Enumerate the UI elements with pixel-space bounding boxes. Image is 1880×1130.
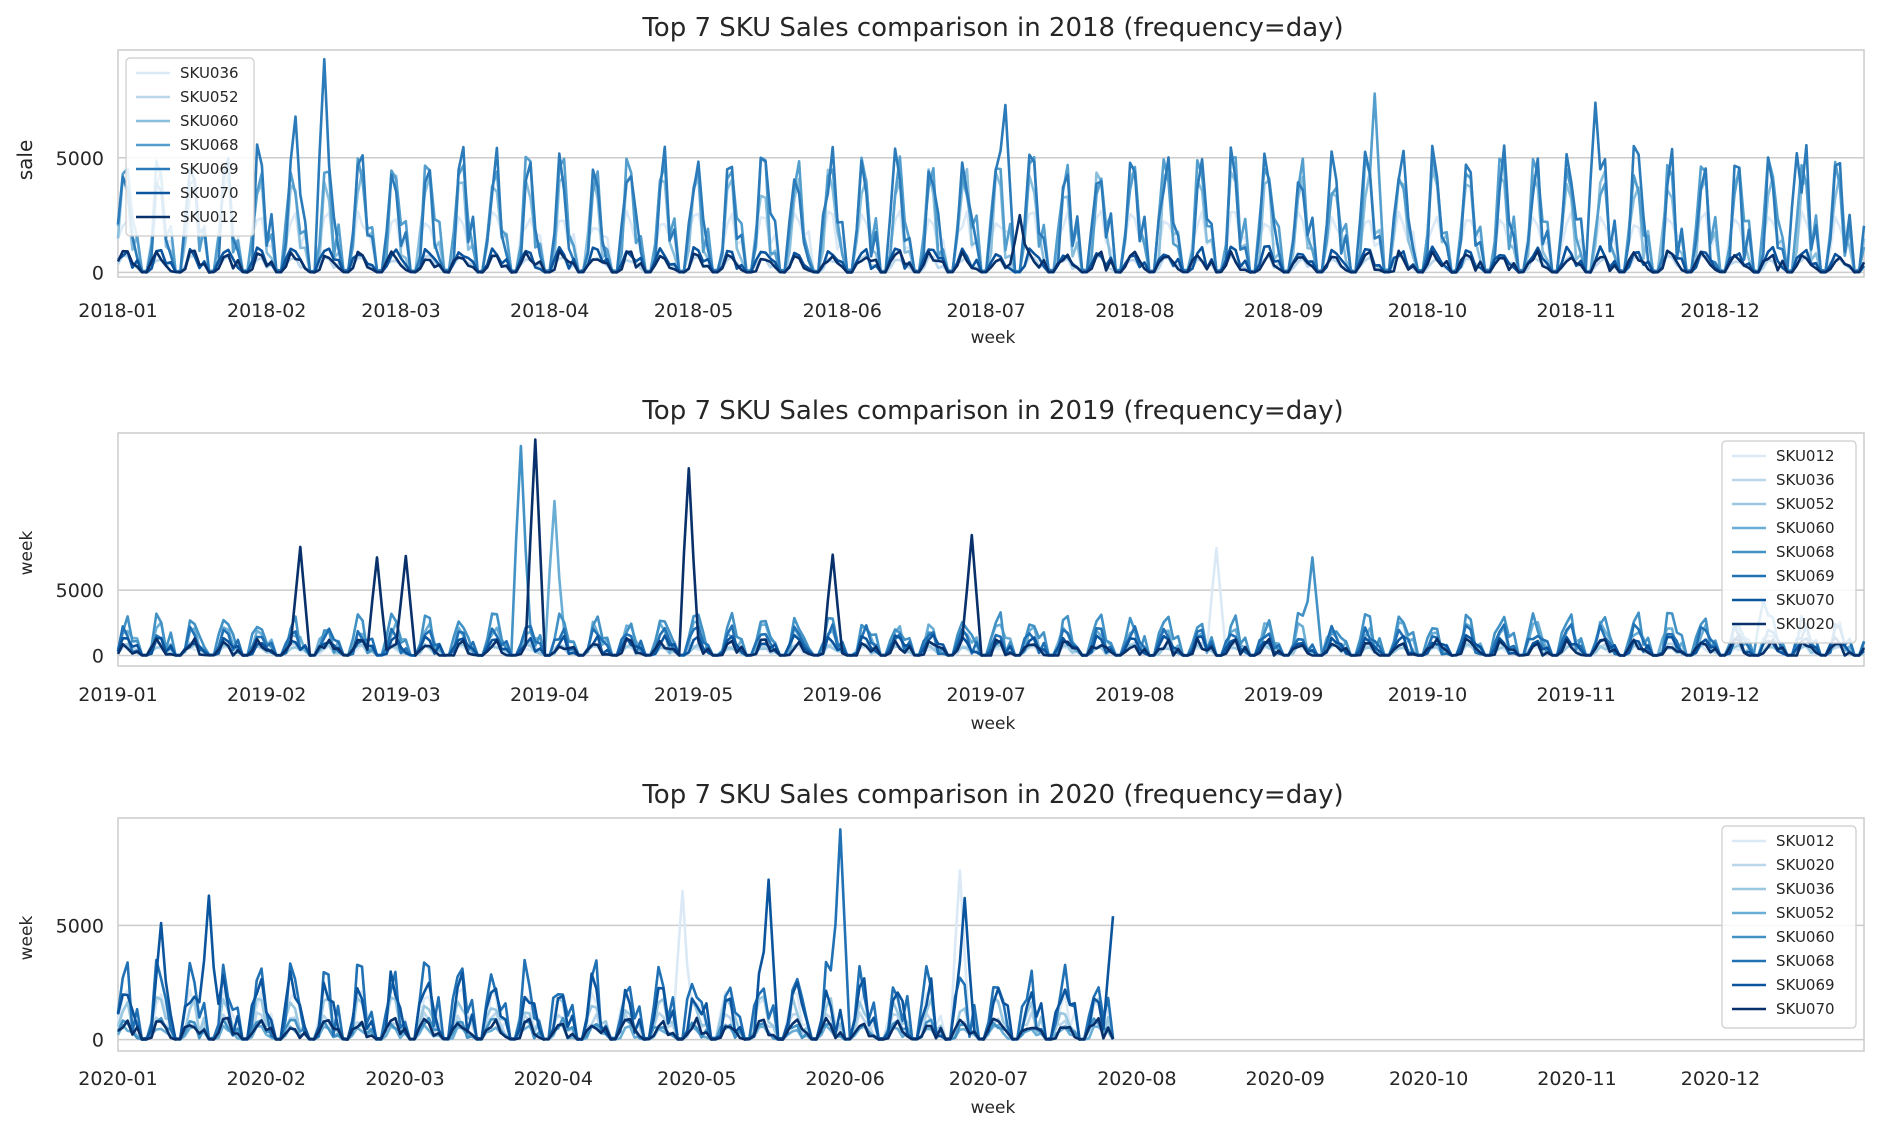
legend-entry: SKU020 xyxy=(1776,615,1835,633)
x-tick-label: 2019-11 xyxy=(1537,684,1616,706)
legend-entry: SKU012 xyxy=(1776,447,1835,465)
x-tick-label: 2019-06 xyxy=(803,684,882,706)
legend-entry: SKU069 xyxy=(1776,567,1835,585)
x-tick-label: 2019-03 xyxy=(361,684,440,706)
legend-entry: SKU036 xyxy=(1776,880,1835,898)
series-line-sku020 xyxy=(116,438,1866,657)
x-tick-label: 2019-02 xyxy=(227,684,306,706)
x-tick-label: 2018-12 xyxy=(1680,300,1759,322)
legend-entry: SKU060 xyxy=(1776,928,1835,946)
x-tick-label: 2020-09 xyxy=(1245,1068,1324,1090)
series-line-sku070 xyxy=(117,1016,1115,1041)
legend-entry: SKU068 xyxy=(180,136,239,154)
y-axis-label-2020: week xyxy=(17,916,37,961)
y-ticks-2019: 0 5000 xyxy=(56,580,104,667)
legend-entry: SKU012 xyxy=(180,208,239,226)
legend-2020: SKU012 SKU020 SKU036 SKU052 SKU060 SKU068 SKU0… xyxy=(1721,825,1857,1029)
y-tick-label: 5000 xyxy=(56,580,104,602)
x-tick-label: 2019-08 xyxy=(1095,684,1174,706)
legend-box xyxy=(125,57,255,237)
x-tick-label: 2020-12 xyxy=(1681,1068,1760,1090)
x-tick-label: 2018-06 xyxy=(803,300,882,322)
y-tick-label: 0 xyxy=(92,1030,104,1052)
x-ticks-2020: 2020-01 2020-02 2020-03 2020-04 2020-05 2020-… xyxy=(78,1068,1760,1090)
y-tick-label: 0 xyxy=(92,262,104,284)
y-tick-label: 0 xyxy=(92,646,104,668)
y-ticks-2018: 0 5000 xyxy=(56,148,104,285)
legend-entry: SKU069 xyxy=(1776,976,1835,994)
x-tick-label: 2019-04 xyxy=(510,684,589,706)
x-tick-label: 2019-01 xyxy=(78,684,157,706)
series-line-sku012 xyxy=(116,213,1866,274)
legend-entry: SKU020 xyxy=(1776,856,1835,874)
x-tick-label: 2020-05 xyxy=(657,1068,736,1090)
legend-entry: SKU068 xyxy=(1776,543,1835,561)
x-tick-label: 2018-08 xyxy=(1095,300,1174,322)
x-tick-label: 2020-06 xyxy=(805,1068,884,1090)
subplot-2018: Top 7 SKU Sales comparison in 2018 (freq… xyxy=(13,13,1866,348)
legend-entry: SKU036 xyxy=(1776,471,1835,489)
x-tick-label: 2019-05 xyxy=(654,684,733,706)
x-tick-label: 2019-09 xyxy=(1244,684,1323,706)
legend-entry: SKU012 xyxy=(1776,832,1835,850)
x-tick-label: 2018-03 xyxy=(361,300,440,322)
subplot-2020: Top 7 SKU Sales comparison in 2020 (freq… xyxy=(17,780,1865,1118)
legend-entry: SKU070 xyxy=(1776,1000,1835,1018)
lines-2019 xyxy=(116,438,1866,657)
x-tick-label: 2020-07 xyxy=(949,1068,1028,1090)
lines-2018 xyxy=(116,57,1866,274)
x-tick-label: 2018-11 xyxy=(1537,300,1616,322)
legend-entry: SKU060 xyxy=(180,112,239,130)
x-ticks-2018: 2018-01 2018-02 2018-03 2018-04 2018-05 2018-… xyxy=(78,300,1759,322)
lines-2020 xyxy=(116,828,1115,1041)
x-axis-label-2018: week xyxy=(971,328,1016,348)
x-tick-label: 2020-10 xyxy=(1389,1068,1468,1090)
x-tick-label: 2018-02 xyxy=(227,300,306,322)
legend-entry: SKU069 xyxy=(180,160,239,178)
chart-title-2020: Top 7 SKU Sales comparison in 2020 (freq… xyxy=(641,780,1343,810)
x-tick-label: 2019-07 xyxy=(947,684,1026,706)
x-tick-label: 2019-12 xyxy=(1680,684,1759,706)
y-tick-label: 5000 xyxy=(56,915,104,937)
x-tick-label: 2020-02 xyxy=(227,1068,306,1090)
legend-2018: SKU036 SKU052 SKU060 SKU068 SKU069 SKU070 SKU0… xyxy=(125,57,255,237)
chart-title-2018: Top 7 SKU Sales comparison in 2018 (freq… xyxy=(641,13,1343,43)
legend-2019: SKU012 SKU036 SKU052 SKU060 SKU068 SKU069 SKU0… xyxy=(1721,440,1857,644)
series-line-sku069 xyxy=(116,622,1866,657)
legend-entry: SKU070 xyxy=(180,184,239,202)
legend-entry: SKU052 xyxy=(1776,904,1835,922)
x-tick-label: 2018-10 xyxy=(1388,300,1467,322)
y-axis-label-2018: sale xyxy=(13,140,37,181)
x-axis-label-2019: week xyxy=(971,714,1016,734)
legend-entry: SKU068 xyxy=(1776,952,1835,970)
x-tick-label: 2018-09 xyxy=(1244,300,1323,322)
y-tick-label: 5000 xyxy=(56,148,104,170)
chart-title-2019: Top 7 SKU Sales comparison in 2019 (freq… xyxy=(641,396,1343,426)
legend-entry: SKU052 xyxy=(1776,495,1835,513)
y-axis-label-2019: week xyxy=(17,531,37,576)
x-tick-label: 2020-03 xyxy=(365,1068,444,1090)
x-tick-label: 2020-01 xyxy=(78,1068,157,1090)
legend-box xyxy=(1721,440,1857,644)
x-tick-label: 2018-05 xyxy=(654,300,733,322)
legend-entry: SKU036 xyxy=(180,64,239,82)
legend-entry: SKU052 xyxy=(180,88,239,106)
x-tick-label: 2018-07 xyxy=(947,300,1026,322)
x-ticks-2019: 2019-01 2019-02 2019-03 2019-04 2019-05 2019-… xyxy=(78,684,1759,706)
x-tick-label: 2019-10 xyxy=(1388,684,1467,706)
x-axis-label-2020: week xyxy=(971,1098,1016,1118)
legend-entry: SKU060 xyxy=(1776,519,1835,537)
subplot-2019: Top 7 SKU Sales comparison in 2019 (freq… xyxy=(17,396,1866,734)
x-tick-label: 2020-11 xyxy=(1537,1068,1616,1090)
x-tick-label: 2020-08 xyxy=(1097,1068,1176,1090)
x-tick-label: 2020-04 xyxy=(514,1068,593,1090)
x-tick-label: 2018-04 xyxy=(510,300,589,322)
legend-entry: SKU070 xyxy=(1776,591,1835,609)
series-line-sku069 xyxy=(116,57,1866,274)
legend-box xyxy=(1721,825,1857,1029)
y-ticks-2020: 0 5000 xyxy=(56,915,104,1051)
x-tick-label: 2018-01 xyxy=(78,300,157,322)
